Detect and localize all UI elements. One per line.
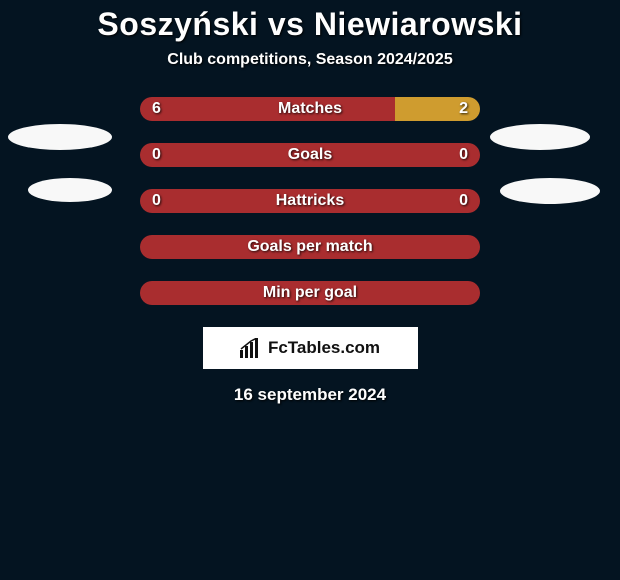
stat-row: Min per goal (0, 281, 620, 309)
stat-value-left: 0 (152, 189, 161, 213)
stat-value-right: 2 (459, 97, 468, 121)
decorative-ellipse (28, 178, 112, 202)
decorative-ellipse (8, 124, 112, 150)
stat-value-right: 0 (459, 189, 468, 213)
stat-label: Matches (140, 97, 480, 121)
stat-label: Goals (140, 143, 480, 167)
stat-label: Hattricks (140, 189, 480, 213)
stat-value-right: 0 (459, 143, 468, 167)
page-title: Soszyński vs Niewiarowski (0, 6, 620, 43)
stat-label: Goals per match (140, 235, 480, 259)
subtitle: Club competitions, Season 2024/2025 (0, 51, 620, 69)
stat-label: Min per goal (140, 281, 480, 305)
date-text: 16 september 2024 (0, 385, 620, 405)
brand-box: FcTables.com (203, 327, 418, 369)
brand-text: FcTables.com (268, 338, 380, 358)
decorative-ellipse (500, 178, 600, 204)
comparison-card: Soszyński vs Niewiarowski Club competiti… (0, 0, 620, 405)
stat-row: Matches6 2 (0, 97, 620, 125)
stat-value-left: 0 (152, 143, 161, 167)
decorative-ellipse (490, 124, 590, 150)
brand-chart-icon (240, 338, 262, 358)
stat-value-left: 6 (152, 97, 161, 121)
stat-row: Goals per match (0, 235, 620, 263)
